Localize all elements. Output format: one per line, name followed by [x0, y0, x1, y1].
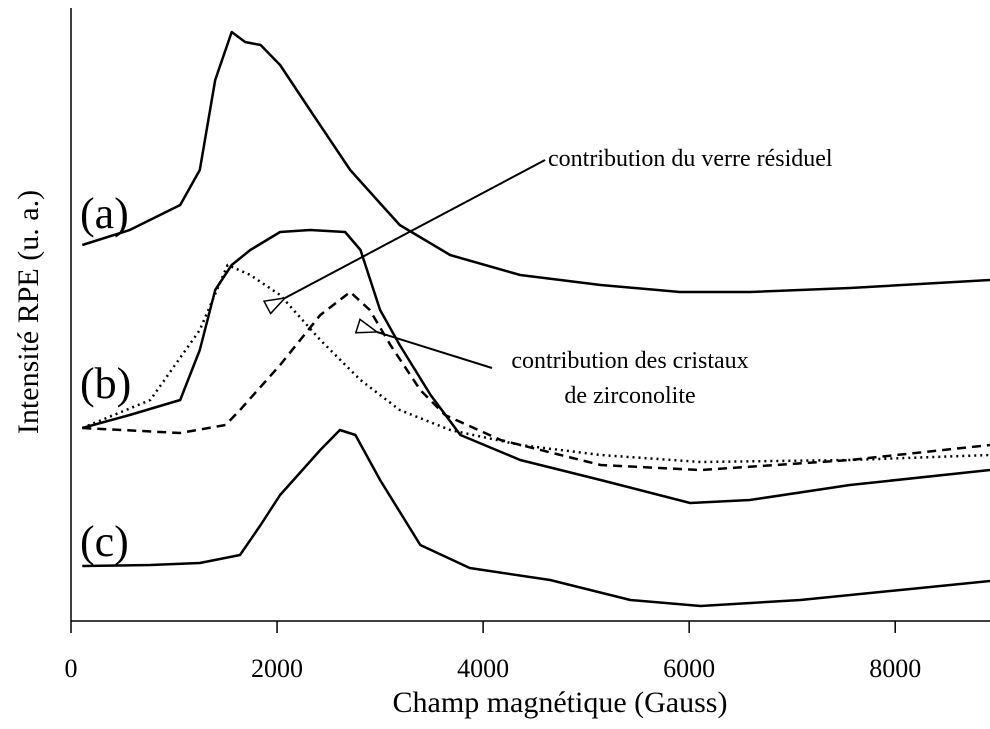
annotation-text: de zirconolite — [564, 383, 695, 409]
annotation-arrow — [285, 159, 546, 298]
annotation-arrow — [377, 332, 493, 369]
curve — [81, 228, 990, 505]
y-axis-title: Intensité RPE (u. a.) — [12, 190, 45, 434]
x-tick-label: 6000 — [663, 654, 715, 683]
curve — [82, 428, 990, 608]
x-tick-label: 2000 — [251, 654, 303, 683]
x-tick-label: 8000 — [869, 654, 921, 683]
x-axis-title: Champ magnétique (Gauss) — [393, 686, 728, 719]
curve-label: (a) — [80, 189, 129, 238]
curve-label: (b) — [80, 359, 131, 408]
x-tick-label: 0 — [65, 654, 78, 683]
annotation-text: contribution des cristaux — [511, 348, 748, 374]
annotation-text: contribution du verre résiduel — [548, 146, 833, 172]
x-tick-label: 4000 — [457, 654, 509, 683]
curve — [82, 290, 990, 472]
curve-label: (c) — [80, 517, 129, 566]
curve — [81, 30, 990, 294]
